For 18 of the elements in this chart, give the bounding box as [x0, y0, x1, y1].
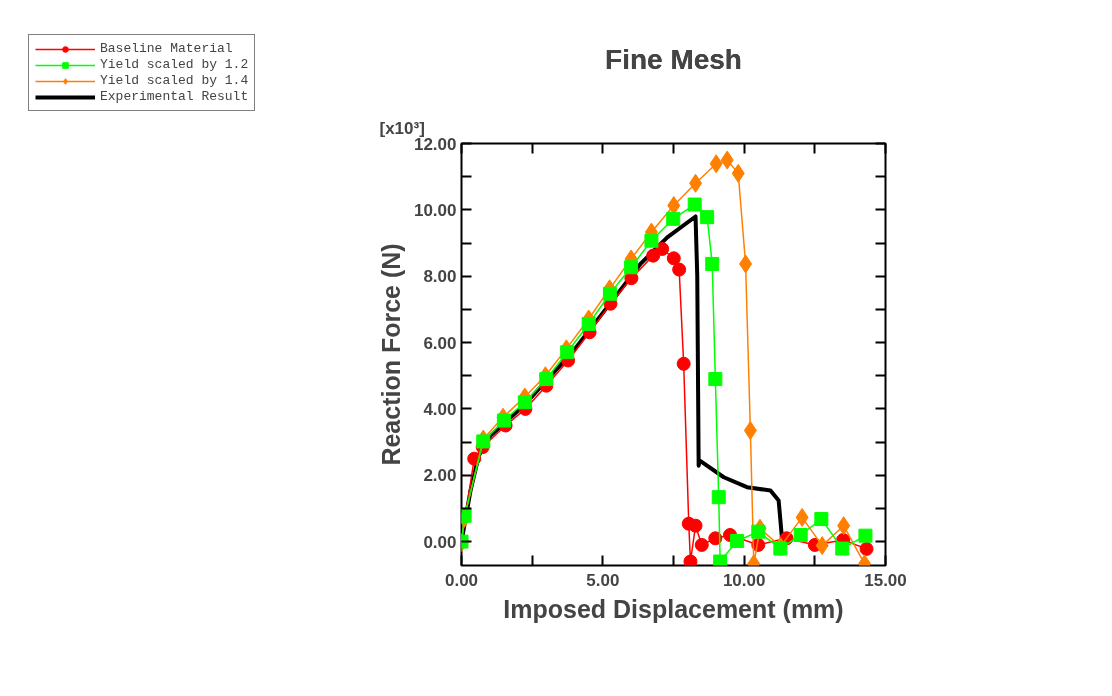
x-axis-title: Imposed Displacement (mm) [503, 594, 844, 623]
chart-title: Fine Mesh [605, 43, 742, 75]
y-tick-label: 8.00 [423, 267, 457, 287]
x-tick-label: 0.00 [444, 570, 479, 590]
y-tick-label: 4.00 [423, 399, 457, 419]
legend-label: Experimental Result [100, 89, 249, 104]
legend-label: Baseline Material [100, 41, 233, 56]
x-tick-label: 5.00 [586, 570, 620, 590]
legend-label: Yield scaled by 1.4 [100, 73, 249, 88]
text: [x10³] [379, 118, 425, 138]
x-tick-label: 15.00 [864, 570, 907, 590]
y-tick-label: 6.00 [423, 333, 457, 353]
y-axis-title: Reaction Force (N) [376, 243, 405, 466]
y-tick-label: 0.00 [423, 532, 457, 552]
legend-label: Yield scaled by 1.2 [100, 57, 249, 72]
y-tick-label: 10.00 [413, 200, 457, 220]
x-tick-label: 10.00 [722, 570, 766, 590]
y-tick-label: 2.00 [423, 466, 457, 486]
